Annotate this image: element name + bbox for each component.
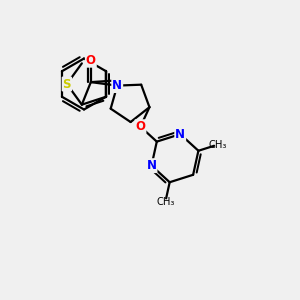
Text: N: N: [175, 128, 185, 141]
Text: CH₃: CH₃: [156, 197, 175, 207]
Text: CH₃: CH₃: [208, 140, 227, 150]
Text: N: N: [146, 159, 157, 172]
Text: S: S: [63, 77, 71, 91]
Text: N: N: [112, 79, 122, 92]
Text: O: O: [86, 54, 96, 67]
Text: O: O: [136, 120, 146, 133]
